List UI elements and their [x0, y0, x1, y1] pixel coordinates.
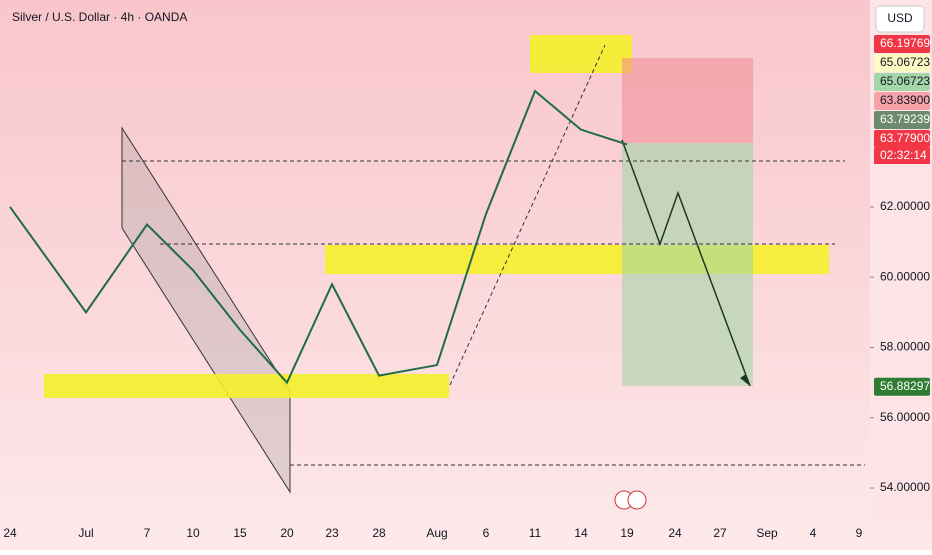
x-tick-label: 4: [810, 526, 817, 540]
price-tag: [874, 35, 930, 53]
x-tick-label: 28: [372, 526, 386, 540]
projection-arrow: [621, 139, 751, 387]
x-tick-label: 23: [325, 526, 339, 540]
price-tag-label: 56.88297: [880, 379, 930, 393]
x-tick-label: 27: [713, 526, 727, 540]
price-tag: [874, 377, 930, 396]
x-tick-label: 14: [574, 526, 588, 540]
price-tag: [874, 92, 930, 110]
x-tick-label: 15: [233, 526, 247, 540]
price-tag: [874, 54, 930, 72]
price-tag-label: 63.83900: [880, 93, 930, 107]
x-tick-label: Sep: [756, 526, 778, 540]
y-tick-label: 56.00000: [880, 410, 930, 424]
resistance-zone: [325, 245, 829, 274]
x-tick-label: 10: [186, 526, 200, 540]
currency-label: USD: [887, 11, 913, 25]
price-tag-label: 63.79239: [880, 112, 930, 126]
price-tag-label: 65.06723: [880, 74, 930, 88]
x-tick-label: 24: [668, 526, 682, 540]
chart-title: Silver / U.S. Dollar · 4h · OANDA: [12, 10, 187, 24]
countdown: 02:32:14: [880, 148, 927, 162]
support-zone: [44, 374, 449, 398]
x-tick-label: 6: [483, 526, 490, 540]
x-tick-label: 24: [3, 526, 17, 540]
price-tag-label: 65.06723: [880, 55, 930, 69]
price-tag: [874, 111, 930, 129]
x-tick-label: Aug: [426, 526, 447, 540]
x-tick-label: 20: [280, 526, 294, 540]
y-tick-label: 54.00000: [880, 480, 930, 494]
x-tick-label: 11: [529, 526, 542, 540]
y-tick-label: 58.00000: [880, 340, 930, 354]
stop-box: [622, 58, 753, 143]
currency-button[interactable]: [875, 5, 925, 33]
price-tag: [874, 130, 930, 148]
channel: [121, 126, 291, 494]
arrow-head: [740, 374, 750, 386]
x-tick-label: Jul: [78, 526, 93, 540]
price-line: [9, 89, 628, 385]
price-tag-label: 66.19769: [880, 36, 930, 50]
price-tag-label: 63.77900: [880, 131, 930, 145]
price-tag: [874, 73, 930, 91]
event-icon[interactable]: [627, 490, 647, 510]
y-tick-label: 60.00000: [880, 269, 930, 283]
trend-line: [449, 44, 606, 386]
x-tick-label: 19: [620, 526, 634, 540]
y-tick-label: 62.00000: [880, 199, 930, 213]
x-tick-label: 7: [144, 526, 151, 540]
x-tick-label: 9: [856, 526, 863, 540]
target-box: [622, 143, 753, 386]
countdown-tag: [874, 148, 930, 164]
top-zone: [530, 35, 632, 73]
